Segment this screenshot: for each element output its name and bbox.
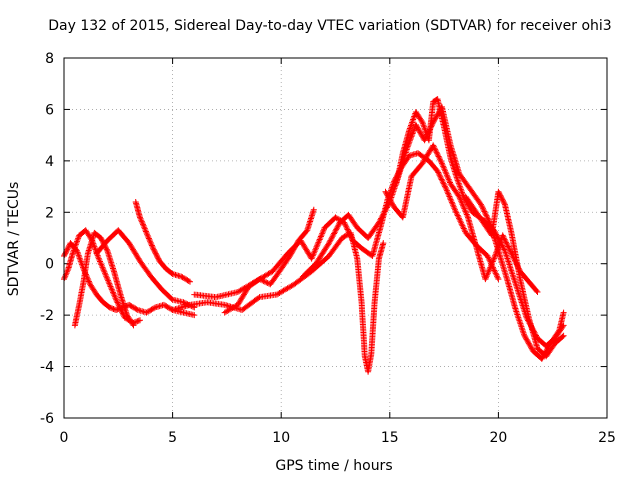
grid-lines [64,58,607,418]
series-track-8 [299,103,567,362]
chart-title: Day 132 of 2015, Sidereal Day-to-day VTE… [48,18,611,34]
y-tick-label: -2 [40,308,54,324]
y-tick-label: 4 [45,154,54,170]
x-tick-label: 5 [168,430,177,446]
tick-labels: 0 5 10 15 20 25 -6 -4 -2 0 2 4 6 8 [40,51,616,446]
data-point-markers [221,206,317,316]
x-axis-label: GPS time / hours [275,458,392,474]
data-points [61,96,567,375]
y-tick-label: 8 [45,51,54,67]
x-tick-label: 25 [598,430,616,446]
series-track-11 [462,188,567,360]
series-track-6 [169,229,387,375]
series-track-4 [93,227,198,311]
data-point-markers [462,188,567,360]
y-axis-label: SDTVAR / TECUs [6,182,22,297]
series-track-12 [221,206,317,316]
data-point-markers [93,227,198,311]
series-track-5 [132,199,193,285]
x-tick-label: 15 [381,430,399,446]
y-tick-label: -4 [40,360,54,376]
y-tick-label: 0 [45,257,54,273]
y-tick-label: -6 [40,411,54,427]
data-point-markers [132,199,193,285]
x-tick-label: 20 [489,430,507,446]
x-tick-label: 10 [272,430,290,446]
plot-frame [63,57,608,419]
data-point-markers [299,103,567,362]
y-tick-label: 6 [45,102,54,118]
data-point-markers [169,229,387,375]
x-tick-label: 0 [60,430,69,446]
y-tick-label: 2 [45,205,54,221]
axes [63,57,608,419]
